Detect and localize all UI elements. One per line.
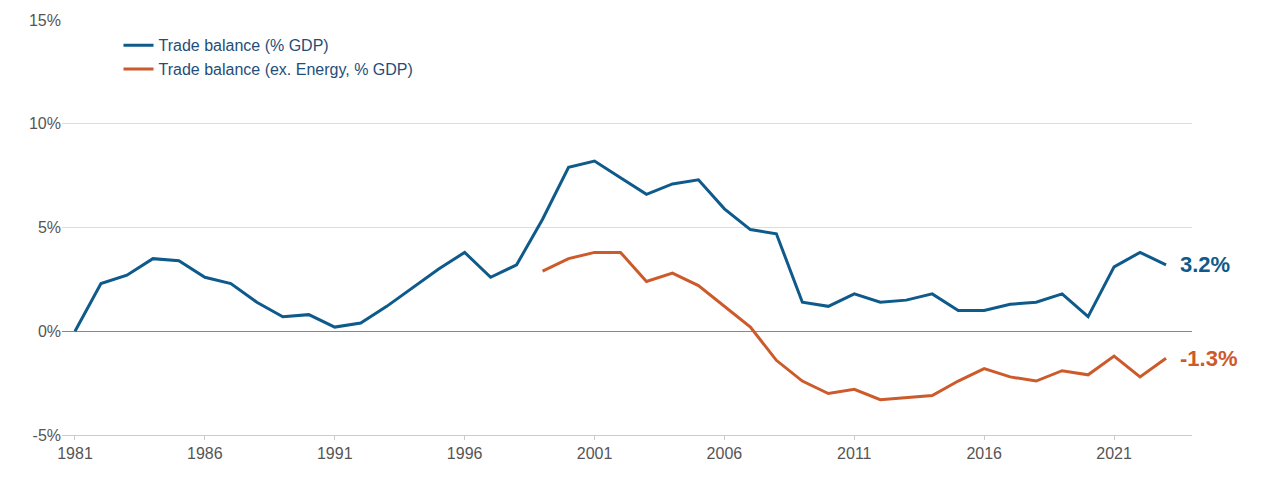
svg-text:1981: 1981 (57, 445, 93, 462)
svg-text:2011: 2011 (837, 445, 872, 462)
svg-text:2001: 2001 (577, 445, 613, 462)
svg-text:1996: 1996 (447, 445, 483, 462)
svg-text:-1.3%: -1.3% (1180, 346, 1237, 371)
svg-text:3.2%: 3.2% (1180, 252, 1230, 277)
svg-text:Trade balance (% GDP): Trade balance (% GDP) (159, 37, 329, 54)
svg-text:2006: 2006 (707, 445, 743, 462)
svg-text:1986: 1986 (187, 445, 223, 462)
svg-text:10%: 10% (29, 115, 61, 132)
svg-text:15%: 15% (29, 12, 61, 29)
svg-text:2021: 2021 (1096, 445, 1132, 462)
svg-text:-5%: -5% (33, 427, 61, 444)
svg-text:Trade balance (ex. Energy, % G: Trade balance (ex. Energy, % GDP) (159, 61, 413, 78)
svg-text:0%: 0% (38, 323, 61, 340)
svg-text:5%: 5% (38, 219, 61, 236)
svg-text:2016: 2016 (966, 445, 1002, 462)
svg-text:1991: 1991 (317, 445, 353, 462)
